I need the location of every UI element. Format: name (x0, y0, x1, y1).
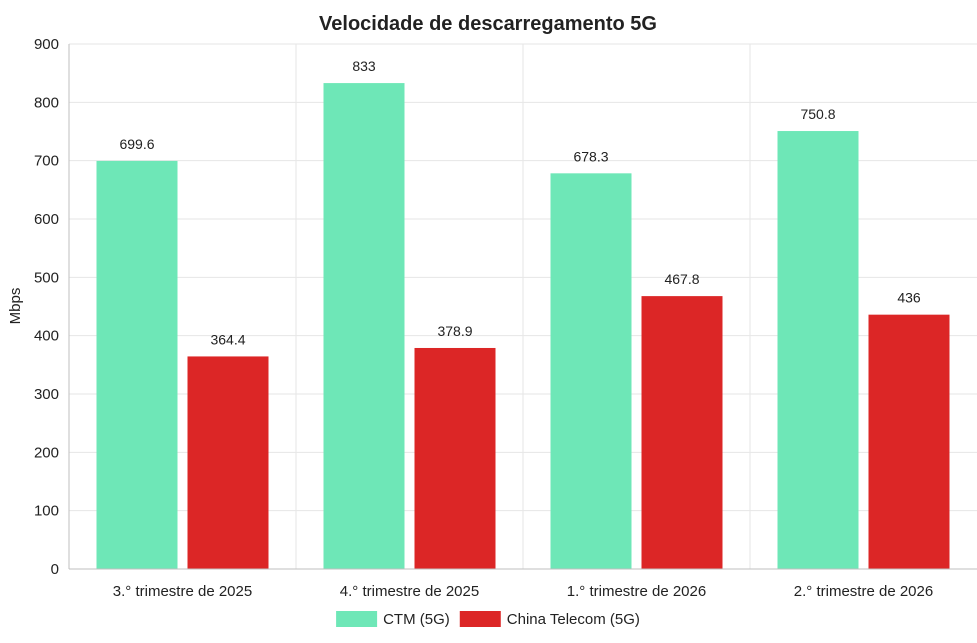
bar[interactable] (777, 131, 859, 570)
y-tick-label: 800 (34, 94, 59, 111)
y-tick-label: 200 (34, 444, 59, 461)
data-label: 833 (352, 58, 376, 74)
legend-swatch (336, 611, 378, 627)
bar[interactable] (641, 296, 723, 569)
y-axis: 0 100 200 300 400 500 600 700 800 900 (34, 36, 70, 578)
x-tick-label: 3.° trimestre de 2025 (113, 583, 252, 600)
x-axis: 3.° trimestre de 2025 4.° trimestre de 20… (69, 568, 977, 600)
y-tick-label: 700 (34, 153, 59, 170)
data-label: 378.9 (437, 323, 472, 339)
data-label: 436 (897, 290, 921, 306)
bar[interactable] (414, 347, 496, 569)
data-label: 467.8 (664, 271, 699, 287)
bar[interactable] (187, 356, 269, 569)
y-tick-label: 500 (34, 269, 59, 286)
data-label: 750.8 (800, 106, 835, 122)
x-tick-label: 1.° trimestre de 2026 (567, 583, 706, 600)
data-label: 678.3 (573, 148, 608, 164)
legend-label: China Telecom (5G) (507, 611, 640, 628)
legend-item[interactable]: CTM (5G) (336, 611, 450, 628)
y-tick-label: 900 (34, 36, 59, 53)
chart-title: Velocidade de descarregamento 5G (319, 13, 657, 35)
y-tick-label: 600 (34, 211, 59, 228)
bar[interactable] (550, 173, 632, 569)
bar[interactable] (96, 160, 178, 569)
x-tick-label: 2.° trimestre de 2026 (794, 583, 933, 600)
y-tick-label: 0 (51, 561, 59, 578)
legend-item[interactable]: China Telecom (5G) (459, 611, 640, 628)
y-tick-label: 300 (34, 386, 59, 403)
bars (96, 83, 950, 570)
x-tick-label: 4.° trimestre de 2025 (340, 583, 479, 600)
y-tick-label: 100 (34, 503, 59, 520)
bar[interactable] (868, 314, 950, 569)
data-labels: 699.6 364.4 833 378.9 678.3 467.8 750.8 436 (119, 58, 920, 347)
data-label: 699.6 (119, 136, 154, 152)
bar[interactable] (323, 83, 405, 569)
y-axis-title: Mbps (7, 288, 24, 325)
legend-swatch (459, 611, 501, 627)
legend-label: CTM (5G) (383, 611, 450, 628)
legend[interactable]: CTM (5G) China Telecom (5G) (336, 611, 640, 628)
data-label: 364.4 (210, 331, 245, 347)
y-tick-label: 400 (34, 328, 59, 345)
